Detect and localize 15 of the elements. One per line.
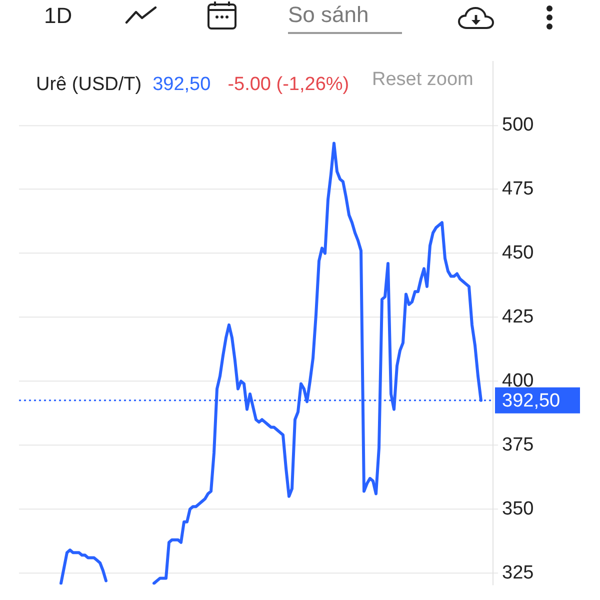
y-tick-label: 475 — [502, 178, 534, 200]
y-tick-label: 325 — [502, 562, 534, 584]
text: Urê (USD/T) — [36, 74, 142, 95]
y-tick-label: 400 — [502, 370, 534, 392]
y-tick-label: 425 — [502, 306, 534, 328]
text: So sánh — [288, 2, 402, 34]
annotation: Reset zoom — [372, 69, 474, 90]
ref-line-label: 392,50 — [502, 390, 560, 412]
text: 1D — [44, 3, 72, 28]
y-tick-label: 500 — [502, 114, 534, 136]
annotation: 392,50 — [152, 74, 211, 95]
y-tick-label: 350 — [502, 498, 534, 520]
y-tick-label: 375 — [502, 434, 534, 456]
annotation: -5.00 (-1,26%) — [228, 74, 350, 95]
y-tick-label: 450 — [502, 242, 534, 264]
